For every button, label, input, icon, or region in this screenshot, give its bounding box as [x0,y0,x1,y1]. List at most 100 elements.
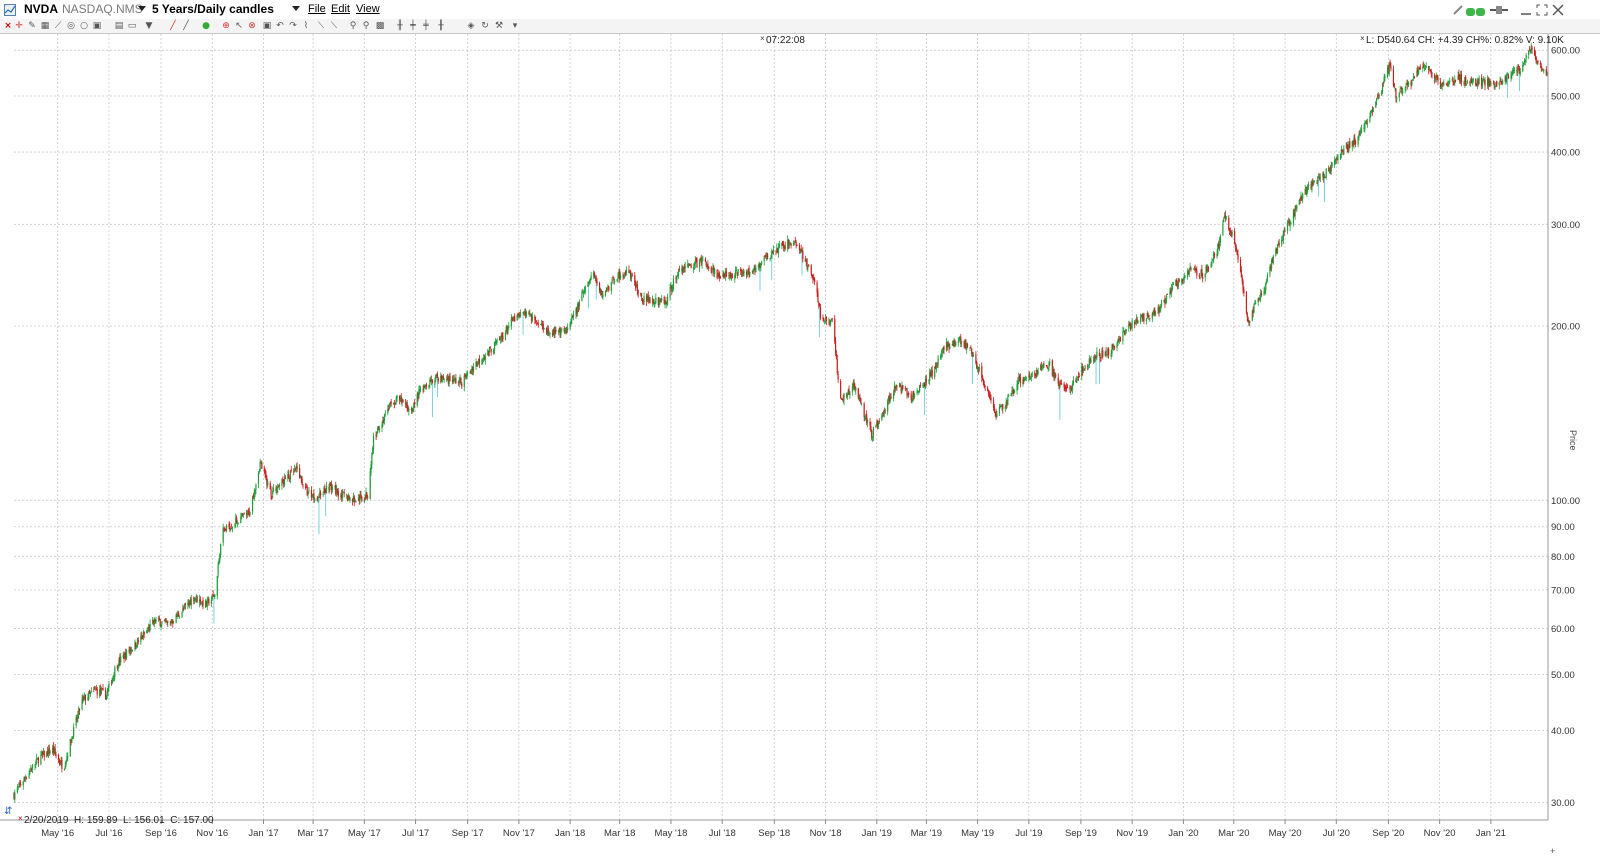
menu-file[interactable]: File [308,3,326,15]
candle-body [99,689,101,696]
record-icon[interactable]: ◎ [67,21,75,31]
window-icon[interactable]: ▤ [114,21,124,31]
x-axis-end-icon[interactable]: + [1550,846,1556,856]
line-icon[interactable]: ⟋ [54,21,62,31]
candle-body [107,688,109,692]
period-selector[interactable]: 5 Years/Daily candles [152,2,274,16]
grid-icon[interactable]: ▦ [40,21,50,31]
triangle-down-icon[interactable]: ▼ [145,21,153,31]
link-small-icon[interactable]: ○ [80,21,88,31]
symbol-label[interactable]: NVDA [24,2,59,16]
candle-body [348,495,350,501]
time-readout-close-icon[interactable]: × [760,34,765,43]
candle-body [871,436,874,438]
candle-body [1234,244,1237,248]
candle-body [1160,305,1162,310]
candle-body [717,274,719,278]
candle-body [419,388,421,391]
symbol-dropdown-icon[interactable] [138,6,146,11]
candle-body [596,281,598,284]
bar-info-close-icon[interactable]: × [18,814,23,823]
pin-icon[interactable] [1490,3,1510,21]
target-icon[interactable]: ⊕ [222,21,230,31]
candle-body [1522,64,1524,72]
menu-view[interactable]: View [356,3,380,15]
candle-body [1194,267,1196,270]
split-icon[interactable]: ╪ [423,21,429,31]
shield-icon[interactable]: ◈ [467,21,475,31]
candle-body [1359,132,1361,134]
candle-body [551,332,554,336]
candle-body [893,385,896,393]
chart-area[interactable]: 30.00 40.00 50.00 60.00 70.00 80.00 90.00 100.0… [0,34,1600,863]
candle-body [1237,253,1239,260]
quote-readout-close-icon[interactable]: × [1360,34,1365,43]
cut-icon[interactable]: ▣ [262,21,272,31]
candle-body [424,386,426,388]
zoom-out-icon[interactable]: ⚲ [362,21,370,31]
close-window-icon[interactable] [1552,3,1564,21]
zoom-in-icon[interactable]: ⚲ [349,21,357,31]
candle-body [504,332,507,340]
candle-body [95,688,97,690]
period-dropdown-icon[interactable] [292,6,300,11]
pencil-icon[interactable] [1452,3,1464,21]
candle-body [307,491,309,495]
candle-body [1019,377,1022,384]
candle-body [123,654,125,660]
bar-icon[interactable]: ╫ [397,21,403,31]
candle-body [1404,89,1406,91]
circle-icon[interactable]: ● [202,21,210,31]
draw-icon[interactable]: ✎ [28,21,36,31]
candle-body [887,396,890,401]
crosshair-icon[interactable]: ✛ [15,21,23,31]
price-chart[interactable]: 30.00 40.00 50.00 60.00 70.00 80.00 90.00 100.0… [0,34,1600,863]
candle-body [36,757,38,761]
range-icon[interactable]: ┿ [410,21,416,31]
candle-body [341,491,344,499]
dropdown-icon[interactable]: ▾ [512,21,518,31]
bar2-icon[interactable]: ╂ [438,21,444,31]
link-icon[interactable] [1466,4,1486,22]
minimize-icon[interactable] [1520,3,1532,21]
candle-body [159,619,161,627]
candle-body [1052,370,1054,376]
candle-body [1364,122,1366,129]
layout-icon[interactable]: ▣ [92,21,102,31]
candle-body [578,302,580,307]
candle-body [448,376,450,384]
cursor-icon[interactable]: ↖ [235,21,243,31]
maximize-icon[interactable] [1536,3,1548,21]
menu-edit[interactable]: Edit [331,3,350,15]
candle-body [290,470,292,471]
refresh-icon[interactable]: ↻ [481,21,489,31]
candle-body [629,271,631,273]
candle-body [484,355,486,361]
pencil-red-icon[interactable]: ╱ [170,21,176,31]
redo-icon[interactable]: ↷ [289,21,297,31]
screen-icon[interactable]: ▭ [127,21,137,31]
undo-icon[interactable]: ↶ [276,21,284,31]
wrench-icon[interactable]: ⚒ [494,21,504,31]
measure-icon[interactable]: ⟍ [317,21,325,31]
stop-icon[interactable]: ▩ [375,21,385,31]
measure2-icon[interactable]: ⟍ [330,21,338,31]
brush-icon[interactable]: ⌇ [303,21,309,31]
candle-body [355,501,357,503]
candle-body [647,295,649,300]
pencil-icon-2[interactable]: ╱ [183,21,189,31]
scroll-arrow-icon[interactable]: ⇵ [4,806,13,817]
close-icon[interactable]: × [4,21,12,31]
cancel-icon[interactable]: ⊗ [248,21,256,31]
candle-body [611,278,613,283]
candle-body [372,435,375,450]
candle-body [1076,377,1079,378]
candle-body [507,328,509,333]
candle-body [1464,77,1466,85]
candle-body [1005,401,1007,406]
candle-body [881,415,883,421]
candle-body [325,491,327,494]
candle-body [1216,253,1218,257]
x-tick-label: May '20 [1269,828,1302,839]
candle-body [587,285,589,287]
